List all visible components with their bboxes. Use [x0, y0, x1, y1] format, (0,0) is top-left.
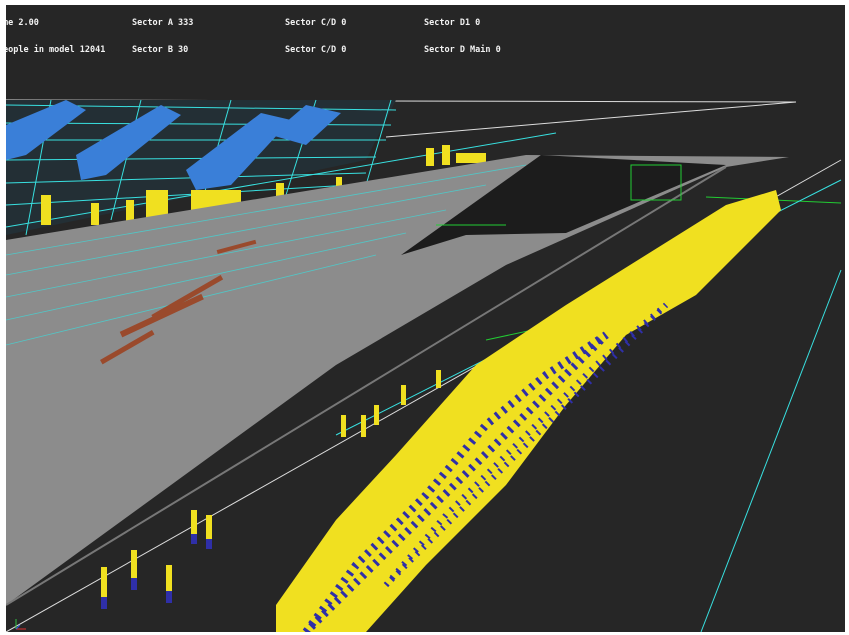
upper-stand — [6, 99, 557, 236]
xyz-axis-icon — [15, 619, 26, 630]
simulation-viewport[interactable]: me 2.00 eople in model 12041 Sector A 33… — [6, 5, 845, 632]
hud-sector-cd-1: Sector C/D 0 — [285, 18, 347, 28]
hud-sector-a: Sector A 333 — [132, 18, 194, 28]
hud-sector-d1: Sector D1 0 — [424, 18, 481, 28]
hud-people-count: eople in model 12041 — [6, 45, 106, 55]
hud-time-readout: me 2.00 — [6, 18, 39, 28]
concourse-plane — [6, 155, 789, 606]
hud-stats-column-2: Sector A 333 Sector B 30 — [132, 5, 193, 55]
hud-stats-column-1: me 2.00 eople in model 12041 — [6, 5, 105, 55]
hud-sector-cd-2: Sector C/D 0 — [285, 45, 347, 55]
hud-stats-column-4: Sector D1 0 Sector D Main 0 — [424, 5, 501, 55]
stadium-3d-scene[interactable] — [6, 5, 845, 632]
hud-sector-d-main: Sector D Main 0 — [424, 45, 501, 55]
hud-stats-column-3: Sector C/D 0 Sector C/D 0 — [285, 5, 346, 55]
hud-sector-b: Sector B 30 — [132, 45, 189, 55]
agent-crowd — [101, 190, 781, 632]
